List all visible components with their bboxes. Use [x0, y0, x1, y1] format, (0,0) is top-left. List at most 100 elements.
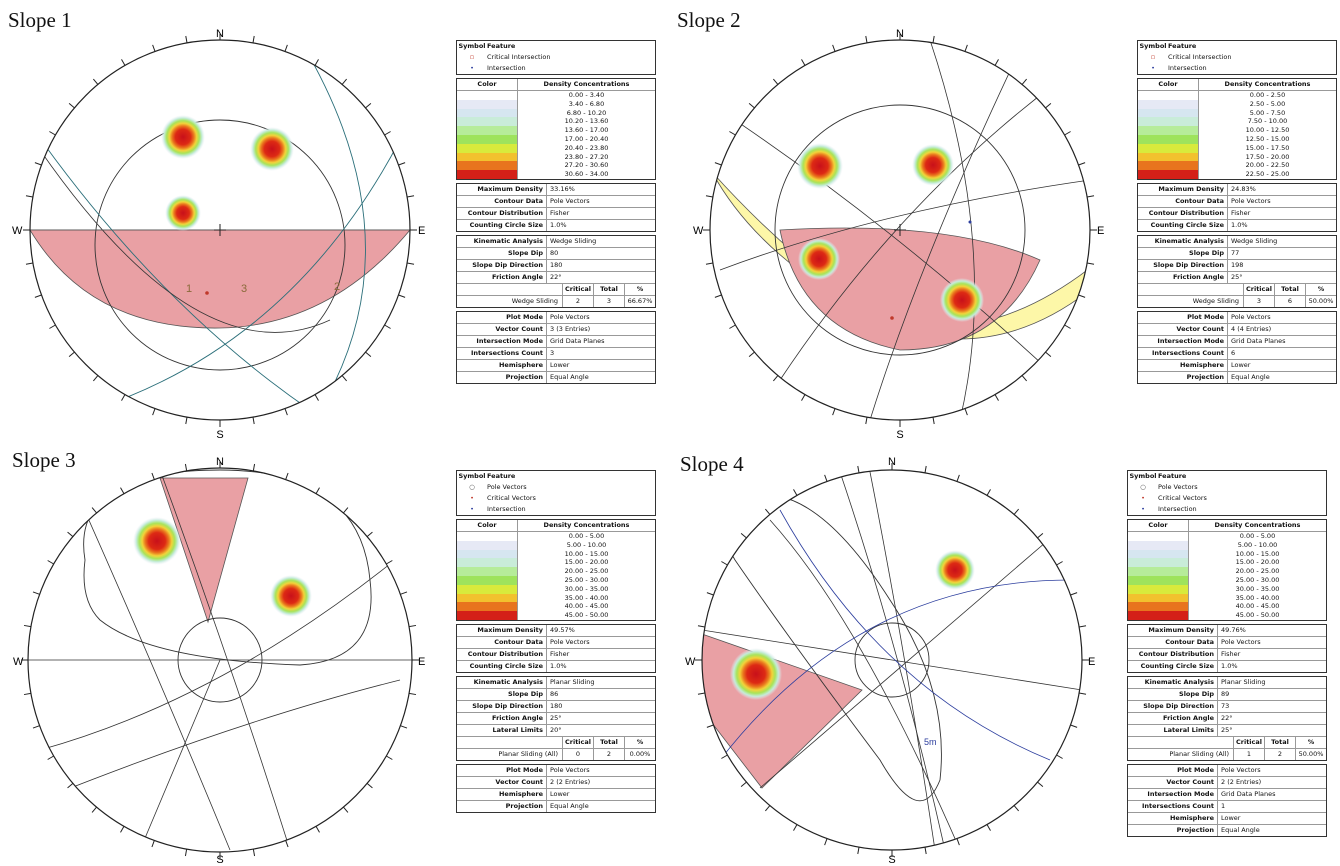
pole-cluster [270, 575, 312, 617]
degree-tick [1056, 754, 1063, 759]
density-range: 3.40 - 6.80 [568, 99, 605, 108]
degree-tick [284, 408, 288, 416]
density-swatch [1128, 602, 1188, 612]
legend-item-label: Critical Intersection [487, 53, 551, 61]
field-value: 4 (4 Entries) [1231, 324, 1272, 333]
legend-item-label: Intersection [1158, 505, 1197, 513]
count-header: % [1305, 283, 1336, 295]
degree-tick [314, 394, 319, 401]
degree-tick [34, 162, 42, 166]
field-value: Wedge Sliding [550, 236, 597, 245]
set-label: 3 [241, 283, 247, 295]
degree-tick [366, 531, 373, 537]
degree-tick [25, 195, 33, 198]
degree-tick [1037, 781, 1044, 788]
density-swatch [1138, 91, 1198, 100]
field-label: Counting Circle Size [457, 660, 547, 672]
degree-tick [92, 375, 99, 382]
degree-tick [252, 463, 256, 472]
density-range: 20.00 - 25.00 [564, 567, 609, 576]
degree-tick [91, 806, 97, 813]
field-value: Pole Vectors [1221, 765, 1261, 774]
density-swatch [1138, 161, 1198, 171]
field-value: 86 [550, 689, 559, 698]
legend-item-label: Critical Vectors [487, 494, 536, 502]
degree-tick [1056, 561, 1063, 566]
great-circle-1 [839, 471, 946, 850]
field-label: Plot Mode [457, 311, 547, 323]
field-value: Pole Vectors [1231, 196, 1271, 205]
count-label: Wedge Sliding [1192, 296, 1239, 305]
pole-cluster [250, 127, 294, 171]
stereonet-slope-4: 5m N S E W [685, 456, 1095, 866]
degree-tick [706, 724, 714, 728]
field-label: Maximum Density [1128, 624, 1218, 636]
field-label: Slope Dip Direction [1138, 259, 1228, 271]
degree-tick [121, 394, 126, 401]
critical-wedge-zone [30, 229, 410, 329]
degree-tick [764, 508, 771, 515]
stereonet-slope-2: N S E W [693, 28, 1104, 441]
degree-tick [32, 591, 40, 595]
field-value: Pole Vectors [550, 312, 590, 321]
degree-tick [1079, 625, 1087, 628]
field-value: Planar Sliding [1221, 677, 1266, 686]
count-value: 2 [1264, 748, 1295, 760]
plot-table: Plot Mode Pole Vectors Vector Count 3 (3 En… [456, 310, 656, 384]
density-swatch [457, 91, 517, 100]
field-value: Grid Data Planes [1221, 789, 1276, 798]
great-circle-2 [299, 40, 366, 411]
count-value: 1 [1233, 748, 1264, 760]
field-value: Pole Vectors [550, 765, 590, 774]
pole-cluster [798, 238, 840, 280]
degree-tick [1064, 131, 1071, 136]
degree-tick [924, 847, 927, 855]
density-swatch [457, 584, 517, 594]
field-label: Intersection Mode [1138, 335, 1228, 347]
legend-header-symbol: Symbol [458, 472, 486, 480]
field-label: Vector Count [457, 776, 547, 788]
field-label: Hemisphere [1128, 812, 1218, 824]
density-header-color: Color [457, 79, 518, 90]
pole-cluster [133, 517, 181, 565]
stereonet-slope-3: N S E W [13, 456, 425, 866]
field-label: Counting Circle Size [457, 219, 547, 231]
field-label: Slope Dip Direction [1128, 700, 1218, 712]
degree-tick [185, 35, 188, 43]
field-label: Contour Distribution [1128, 648, 1218, 660]
degree-tick [252, 848, 256, 857]
stereonet-slope-1: 1 3 2 N S E W [12, 28, 425, 441]
density-swatch [1128, 611, 1188, 620]
degree-tick [924, 465, 927, 473]
pole-cluster [730, 648, 782, 700]
great-circle-3 [769, 519, 961, 850]
legend-symbol-icon: • [470, 494, 474, 502]
density-swatch [1128, 558, 1188, 568]
degree-tick [408, 624, 417, 628]
degree-tick [1021, 375, 1028, 382]
degree-tick [793, 824, 798, 831]
count-header: Critical [562, 283, 593, 295]
degree-tick [252, 417, 255, 425]
density-range: 22.50 - 25.00 [1245, 170, 1290, 179]
density-swatch [457, 117, 517, 127]
degree-tick [705, 262, 713, 265]
density-range: 45.00 - 50.00 [564, 611, 609, 620]
degree-tick [407, 195, 415, 198]
symbol-legend: Symbol Feature ○ Pole Vectors • Critical Vect… [1127, 470, 1327, 516]
field-label: Projection [457, 371, 547, 383]
degree-tick [740, 532, 747, 539]
density-range: 10.00 - 15.00 [1235, 549, 1280, 558]
count-label: Wedge Sliding [511, 296, 558, 305]
field-value: Fisher [550, 208, 570, 217]
degree-tick [92, 78, 99, 85]
degree-tick [366, 783, 373, 789]
density-range: 13.60 - 17.00 [564, 126, 609, 135]
count-value: 50.00% [1295, 748, 1326, 760]
degree-tick [721, 754, 728, 759]
great-circle-4 [39, 679, 401, 801]
critical-wedge-zone [779, 227, 1041, 351]
density-swatch [457, 126, 517, 135]
density-swatch [457, 540, 517, 550]
